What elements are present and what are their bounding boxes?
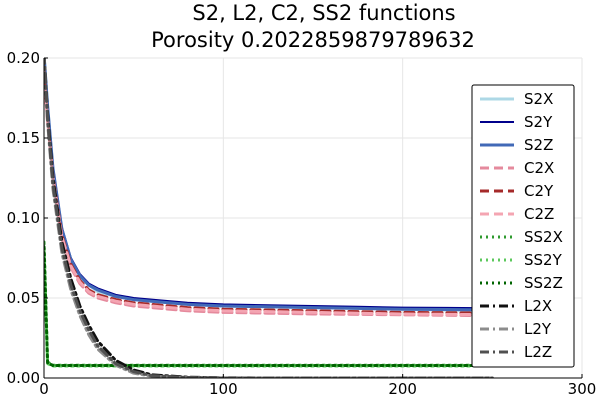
legend-label-ss2x: SS2X [524, 228, 563, 246]
chart-title: S2, L2, C2, SS2 functions [192, 1, 455, 25]
series-line-c2y [44, 69, 494, 315]
plot-area [44, 58, 494, 378]
legend-label-c2x: C2X [524, 159, 554, 177]
series-line-c2x [44, 72, 494, 318]
chart-subtitle: Porosity 0.2022859879789632 [151, 28, 475, 52]
series-line-ss2z [44, 245, 494, 368]
series-line-s2y [44, 58, 494, 310]
legend: S2X S2Y S2Z C2X C2Y C2Z SS2X SS2Y SS2Z L2X L2Y L2Z [471, 84, 575, 368]
legend-label-s2z: S2Z [524, 136, 553, 154]
series-line-l2x [44, 58, 494, 378]
legend-label-l2y: L2Y [524, 320, 552, 338]
series-line-s2z [44, 58, 494, 312]
tick-labels: 0 100 200 300 0.00 0.05 0.10 0.15 0.20 [7, 49, 597, 398]
y-tick-label: 0.15 [7, 129, 40, 147]
y-tick-label: 0.20 [7, 49, 40, 67]
series-line-l2y [44, 58, 494, 378]
legend-label-ss2y: SS2Y [524, 251, 563, 269]
legend-box [471, 84, 575, 368]
legend-label-s2x: S2X [524, 90, 553, 108]
legend-label-l2z: L2Z [524, 343, 552, 361]
legend-label-ss2z: SS2Z [524, 274, 563, 292]
series-line-l2z [44, 58, 494, 378]
axes [43, 57, 583, 379]
legend-label-c2y: C2Y [524, 182, 554, 200]
series-line-c2z [44, 70, 494, 317]
x-tick-label: 200 [388, 380, 417, 398]
series-line-ss2x [44, 240, 494, 367]
y-tick-label: 0.00 [7, 369, 40, 387]
series-line-s2x [44, 58, 494, 313]
x-tick-label: 0 [39, 380, 49, 398]
x-tick-label: 300 [568, 380, 597, 398]
x-tick-label: 100 [209, 380, 238, 398]
y-tick-label: 0.10 [7, 209, 40, 227]
legend-label-c2z: C2Z [524, 205, 554, 223]
legend-label-l2x: L2X [524, 297, 552, 315]
legend-label-s2y: S2Y [524, 113, 553, 131]
y-tick-label: 0.05 [7, 289, 40, 307]
